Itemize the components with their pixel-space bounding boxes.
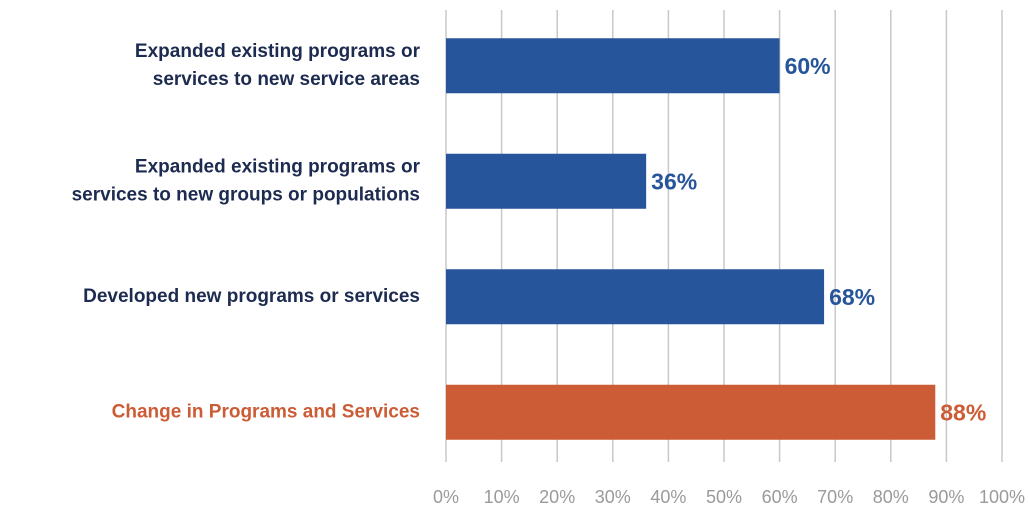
value-label: 68% xyxy=(829,284,875,310)
x-tick-label: 40% xyxy=(650,487,686,507)
x-tick-label: 90% xyxy=(928,487,964,507)
x-tick-label: 100% xyxy=(979,487,1025,507)
value-label: 60% xyxy=(785,53,831,79)
x-tick-label: 50% xyxy=(706,487,742,507)
bar xyxy=(446,269,825,325)
x-tick-label: 70% xyxy=(817,487,853,507)
bar xyxy=(446,38,780,94)
x-tick-label: 60% xyxy=(762,487,798,507)
x-tick-label: 0% xyxy=(433,487,459,507)
value-label: 88% xyxy=(940,399,986,425)
x-tick-label: 20% xyxy=(539,487,575,507)
bar xyxy=(446,384,936,440)
category-label: Developed new programs or services xyxy=(83,286,420,307)
x-tick-label: 10% xyxy=(484,487,520,507)
category-label: Expanded existing programs or services to… xyxy=(135,41,421,90)
bar xyxy=(446,153,647,209)
category-label: Expanded existing programs or services to… xyxy=(72,156,421,205)
x-tick-label: 80% xyxy=(873,487,909,507)
value-label: 36% xyxy=(651,168,697,194)
x-tick-label: 30% xyxy=(595,487,631,507)
category-label: Change in Programs and Services xyxy=(112,401,420,422)
